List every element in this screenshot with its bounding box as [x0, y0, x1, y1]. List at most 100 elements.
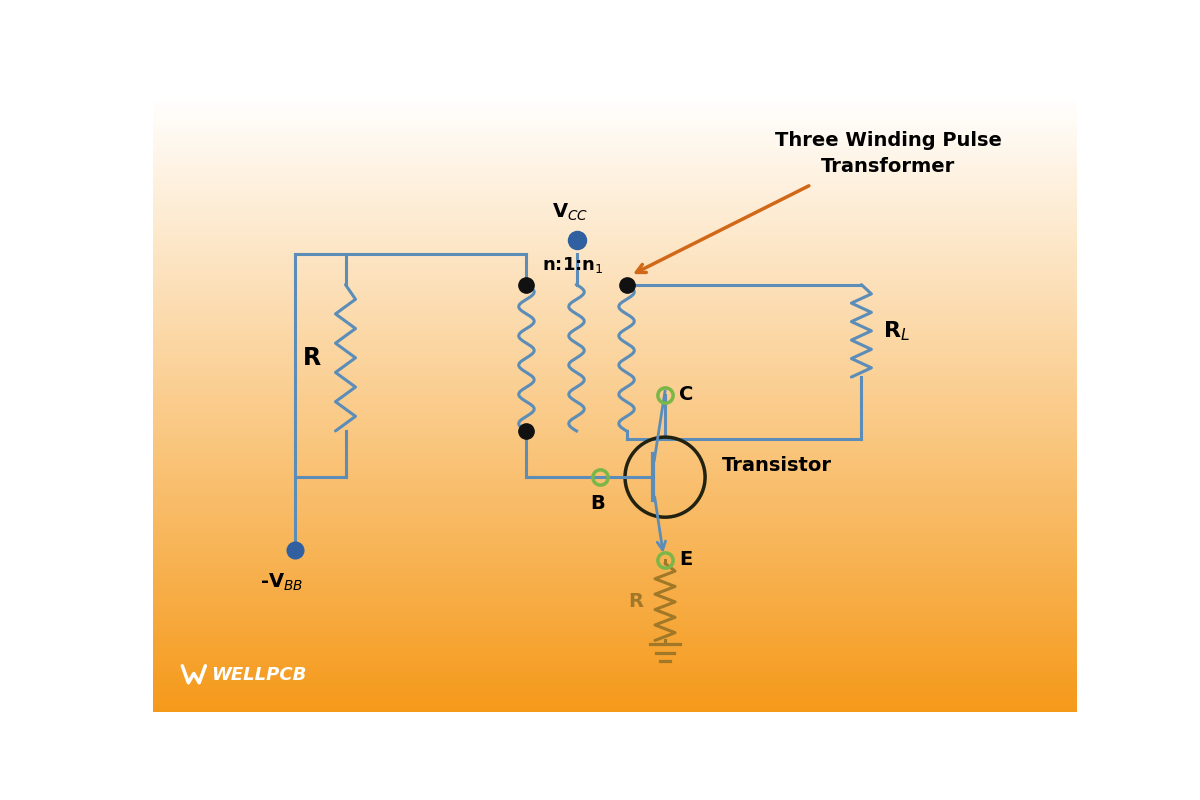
Bar — [154, 564, 1078, 566]
Bar — [154, 211, 1078, 213]
Bar — [154, 603, 1078, 606]
Bar — [154, 226, 1078, 227]
Bar — [154, 338, 1078, 340]
Bar — [154, 277, 1078, 278]
Bar — [154, 422, 1078, 425]
Bar — [154, 215, 1078, 217]
Bar — [154, 306, 1078, 307]
Bar — [154, 496, 1078, 498]
Bar — [154, 426, 1078, 429]
Bar — [154, 640, 1078, 642]
Bar — [154, 320, 1078, 322]
Bar — [154, 398, 1078, 400]
Bar — [154, 472, 1078, 474]
Bar — [154, 350, 1078, 353]
Bar — [154, 480, 1078, 482]
Bar — [154, 227, 1078, 230]
Bar — [154, 702, 1078, 704]
Bar — [154, 357, 1078, 359]
Bar — [154, 121, 1078, 122]
Bar — [154, 193, 1078, 194]
Bar — [154, 492, 1078, 494]
Bar — [154, 326, 1078, 328]
Bar — [154, 176, 1078, 178]
Bar — [154, 509, 1078, 510]
Bar — [154, 542, 1078, 544]
Bar — [154, 498, 1078, 501]
Bar — [154, 379, 1078, 382]
Bar — [154, 340, 1078, 342]
Bar — [154, 586, 1078, 589]
Bar — [154, 484, 1078, 486]
Bar — [154, 610, 1078, 611]
Bar — [154, 695, 1078, 698]
Bar — [154, 293, 1078, 295]
Bar — [154, 122, 1078, 125]
Bar — [154, 314, 1078, 316]
Bar — [154, 298, 1078, 299]
Bar — [154, 599, 1078, 601]
Bar — [154, 150, 1078, 151]
Bar — [154, 607, 1078, 610]
Bar — [154, 574, 1078, 577]
Bar — [154, 482, 1078, 484]
Bar — [154, 117, 1078, 118]
Bar — [154, 593, 1078, 595]
Bar — [154, 447, 1078, 449]
Bar — [154, 410, 1078, 412]
Bar — [154, 269, 1078, 270]
Bar — [154, 665, 1078, 667]
Bar — [154, 515, 1078, 517]
Bar — [154, 102, 1078, 104]
Bar — [154, 459, 1078, 462]
Bar — [154, 700, 1078, 702]
Bar — [154, 558, 1078, 560]
Bar — [154, 502, 1078, 505]
Bar — [154, 632, 1078, 634]
Bar — [154, 230, 1078, 231]
Bar — [154, 394, 1078, 396]
Bar — [154, 256, 1078, 258]
Bar — [154, 601, 1078, 603]
Bar — [154, 365, 1078, 367]
Text: C: C — [679, 386, 694, 404]
Bar — [154, 634, 1078, 636]
Text: Three Winding Pulse
Transformer: Three Winding Pulse Transformer — [775, 131, 1002, 177]
Bar — [154, 234, 1078, 236]
Bar — [154, 258, 1078, 260]
Bar — [154, 164, 1078, 166]
Bar — [154, 96, 1078, 98]
Bar — [154, 180, 1078, 182]
Bar — [154, 530, 1078, 531]
Bar — [154, 273, 1078, 274]
Bar — [154, 151, 1078, 154]
Bar — [154, 506, 1078, 509]
Bar — [154, 400, 1078, 402]
Bar — [154, 476, 1078, 478]
Bar — [154, 552, 1078, 554]
Bar — [154, 240, 1078, 242]
Bar — [154, 539, 1078, 542]
Bar — [154, 527, 1078, 530]
Bar — [154, 463, 1078, 466]
Bar — [154, 654, 1078, 657]
Bar — [154, 127, 1078, 129]
Bar — [154, 190, 1078, 193]
Text: WELLPCB: WELLPCB — [211, 666, 307, 684]
Bar — [154, 628, 1078, 630]
Bar — [154, 147, 1078, 150]
Text: R: R — [629, 592, 643, 611]
Bar — [154, 430, 1078, 433]
Bar — [154, 595, 1078, 597]
Bar — [154, 556, 1078, 558]
Bar — [154, 328, 1078, 330]
Bar — [154, 110, 1078, 113]
Bar — [154, 194, 1078, 197]
Bar — [154, 238, 1078, 240]
Bar — [154, 525, 1078, 527]
Text: Transistor: Transistor — [722, 456, 832, 475]
Bar — [154, 585, 1078, 586]
Bar — [154, 217, 1078, 219]
Bar — [154, 98, 1078, 100]
Bar — [154, 118, 1078, 121]
